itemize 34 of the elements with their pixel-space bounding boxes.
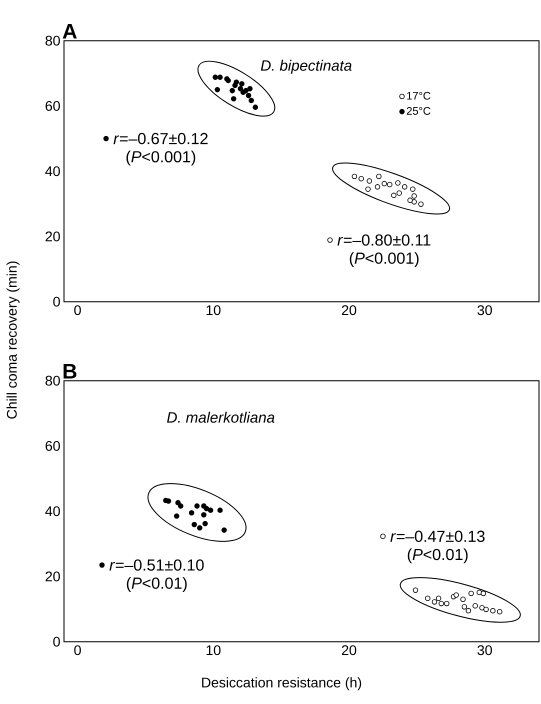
x-tick-label: 10 xyxy=(206,305,221,316)
y-tick-label: 60 xyxy=(46,100,60,111)
text: D. bipectinata xyxy=(260,60,352,74)
text: D. malerkotliana xyxy=(167,412,274,423)
x-axis-title: Desiccation resistance (h) xyxy=(202,677,362,690)
y-tick-label: 0 xyxy=(53,636,60,647)
annotation: r=–0.80±0.11 xyxy=(337,234,430,246)
x-tick-label: 0 xyxy=(74,305,81,316)
x-tick-label: 30 xyxy=(477,305,492,316)
x-tick-label: 10 xyxy=(206,645,221,656)
y-tick-label: 0 xyxy=(53,296,60,307)
x-tick-label: 30 xyxy=(477,645,492,656)
annotation: (P<0.001) xyxy=(126,150,196,166)
y-tick-label: 40 xyxy=(45,166,60,176)
chart-title: B xyxy=(64,364,76,379)
annotation: (P<0.01) xyxy=(126,577,187,592)
y-tick-label: 80 xyxy=(46,376,60,386)
y-tick-label: 80 xyxy=(46,36,60,46)
y-tick-label: 20 xyxy=(46,231,60,242)
annotation: (P<0.01) xyxy=(408,548,468,564)
chart-title: A xyxy=(62,24,77,38)
y-axis-title: Chill coma recovery (min) xyxy=(6,262,20,419)
legend-label: 25°C xyxy=(406,107,430,115)
y-tick-label: 40 xyxy=(45,506,60,516)
annotation: r=–0.47±0.13 xyxy=(390,530,485,542)
annotation: (P<0.001) xyxy=(350,252,419,268)
annotation: r=–0.51±0.10 xyxy=(109,559,204,571)
x-tick-label: 20 xyxy=(342,645,356,656)
x-tick-label: 0 xyxy=(74,645,81,656)
x-tick-label: 20 xyxy=(342,305,356,316)
y-tick-label: 60 xyxy=(46,441,60,451)
y-tick-label: 20 xyxy=(46,571,60,582)
legend-label: 17°C xyxy=(407,92,430,100)
annotation: r=–0.67±0.12 xyxy=(114,132,208,144)
